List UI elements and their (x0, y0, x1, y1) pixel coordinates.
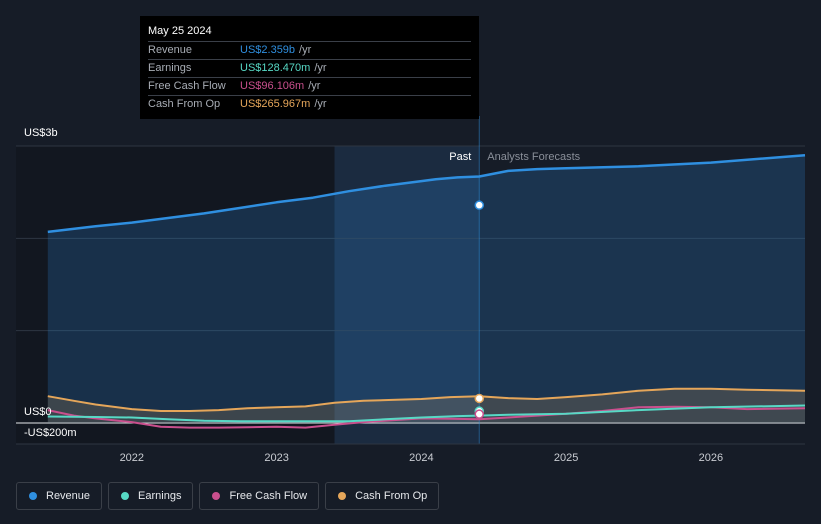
tooltip-row-earnings: Earnings US$128.470m /yr (148, 59, 471, 77)
legend-label: Revenue (46, 490, 91, 502)
tooltip-label: Revenue (148, 44, 193, 56)
legend-label: Earnings (138, 490, 182, 502)
tooltip-value: US$96.106m (240, 80, 305, 92)
tooltip-value: US$2.359b (240, 44, 296, 56)
x-tick-label: 2026 (699, 452, 723, 464)
tooltip-unit: /yr (314, 98, 327, 110)
free-cash-flow-line (47, 405, 806, 429)
past-region-bg (16, 146, 335, 444)
revenue-area (47, 155, 806, 423)
tooltip-value: US$128.470m (240, 62, 311, 74)
cash-from-op-area (47, 388, 806, 423)
tooltip-label: Earnings (148, 62, 192, 74)
legend-label: Free Cash Flow (229, 490, 308, 502)
legend: Revenue Earnings Free Cash Flow Cash Fro… (16, 482, 440, 510)
x-tick-label: 2025 (554, 452, 578, 464)
legend-item-revenue[interactable]: Revenue (16, 482, 103, 510)
tooltip: May 25 2024 Revenue US$2.359b /yr Earnin… (140, 16, 479, 119)
free-cash-flow-marker (474, 409, 485, 419)
legend-item-cash-from-op[interactable]: Cash From Op (325, 482, 440, 510)
cash-from-op-marker (474, 393, 485, 404)
x-tick-label: 2023 (264, 452, 288, 464)
earnings-line (47, 404, 806, 423)
x-tick-label: 2024 (409, 452, 433, 464)
y-axis-label-top: US$3b (24, 127, 58, 139)
revenue-marker (474, 200, 485, 210)
tooltip-row-free-cash-flow: Free Cash Flow US$96.106m /yr (148, 77, 471, 95)
tooltip-label: Free Cash Flow (148, 80, 226, 92)
legend-dot-icon (212, 492, 221, 500)
revenue-line (47, 153, 806, 234)
legend-dot-icon (338, 492, 347, 500)
legend-dot-icon (121, 492, 130, 500)
x-tick-label: 2022 (120, 452, 144, 464)
tooltip-label: Cash From Op (148, 98, 221, 110)
legend-item-free-cash-flow[interactable]: Free Cash Flow (199, 482, 320, 510)
tooltip-unit: /yr (308, 80, 321, 92)
legend-dot-icon (29, 492, 37, 500)
y-axis-label-bottom: -US$200m (24, 427, 77, 439)
recent-past-band (334, 146, 480, 444)
forecast-label: Analysts Forecasts (487, 151, 580, 163)
tooltip-row-cash-from-op: Cash From Op US$265.967m /yr (148, 95, 471, 113)
cash-from-op-line (47, 387, 806, 412)
tooltip-date: May 25 2024 (148, 25, 212, 37)
legend-item-earnings[interactable]: Earnings (108, 482, 194, 510)
tooltip-unit: /yr (314, 62, 327, 74)
tooltip-unit: /yr (299, 44, 312, 56)
tooltip-row-revenue: Revenue US$2.359b /yr (148, 41, 471, 59)
past-label: Past (449, 151, 471, 163)
legend-label: Cash From Op (355, 490, 428, 502)
tooltip-value: US$265.967m (240, 98, 311, 110)
y-axis-label-zero: US$0 (24, 406, 52, 418)
